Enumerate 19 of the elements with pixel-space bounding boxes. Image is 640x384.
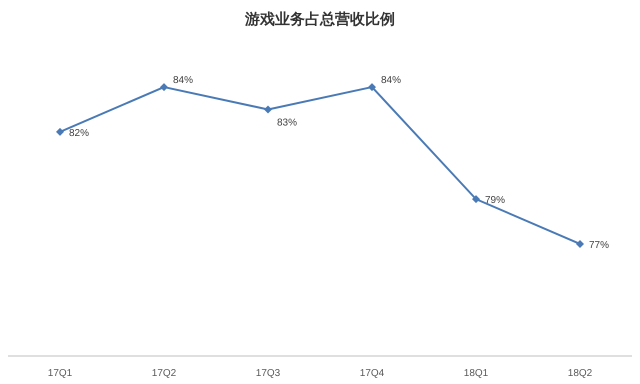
x-tick-label: 17Q1 bbox=[48, 368, 73, 379]
x-tick-label: 17Q2 bbox=[152, 368, 177, 379]
data-label: 77% bbox=[589, 240, 610, 251]
point bbox=[56, 128, 64, 136]
data-label: 79% bbox=[485, 195, 506, 206]
chart-title: 游戏业务占总营收比例 bbox=[244, 11, 395, 28]
point bbox=[368, 83, 376, 92]
data-label: 84% bbox=[381, 75, 402, 86]
point bbox=[472, 195, 480, 204]
data-label: 82% bbox=[69, 128, 90, 139]
x-tick-label: 17Q4 bbox=[360, 368, 385, 379]
x-tick-label: 18Q2 bbox=[568, 368, 593, 379]
point bbox=[576, 240, 584, 248]
data-label: 83% bbox=[277, 117, 298, 128]
x-tick-label: 17Q3 bbox=[256, 368, 281, 379]
point bbox=[160, 83, 168, 92]
data-label: 84% bbox=[173, 75, 194, 86]
x-tick-label: 18Q1 bbox=[464, 368, 489, 379]
point bbox=[264, 105, 272, 114]
